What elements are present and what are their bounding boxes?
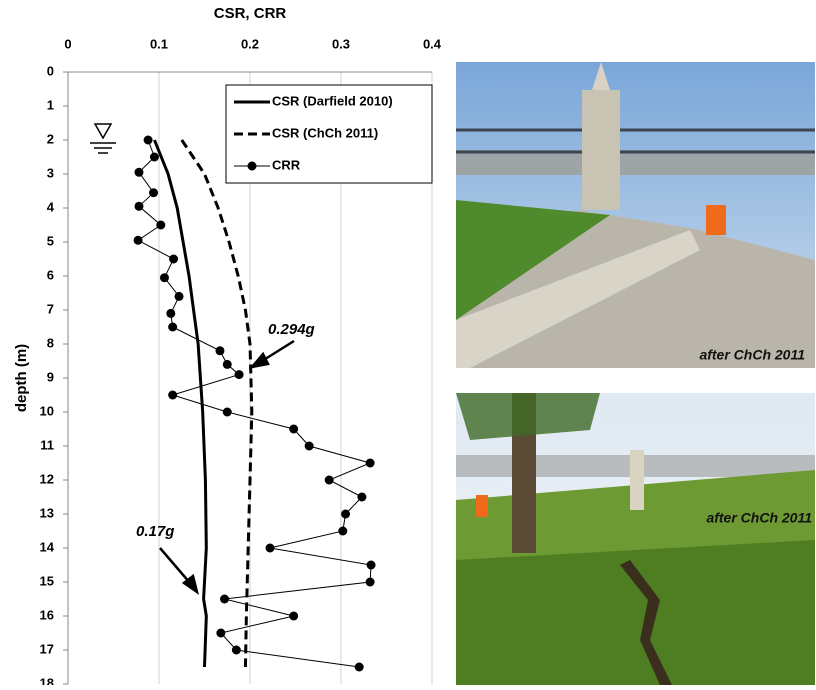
figure: CSR, CRR depth (m) 00.10.20.30.401234567… [0,0,816,685]
data-point [160,273,169,282]
y-tick-label: 11 [40,437,54,452]
data-point [366,578,375,587]
data-point [150,153,159,162]
y-tick-label: 9 [47,369,54,384]
x-axis-label: CSR, CRR [214,5,287,22]
legend-label: CRR [272,157,301,172]
data-point [168,391,177,400]
legend-label: CSR (ChCh 2011) [272,125,378,140]
data-point [216,629,225,638]
y-tick-label: 0 [47,63,54,78]
data-point [341,510,350,519]
y-tick-label: 10 [40,403,54,418]
data-point [144,136,153,145]
data-point [232,646,241,655]
series-line [138,140,371,667]
data-point [220,595,229,604]
data-point [305,442,314,451]
data-point [357,493,366,502]
photo: after ChCh 2011 [456,393,815,685]
legend: CSR (Darfield 2010) CSR (ChCh 2011) CRR [226,85,432,183]
y-tick-label: 15 [40,573,54,588]
data-point [169,255,178,264]
annotation: 0.294g [268,321,315,338]
legend-label: CSR (Darfield 2010) [272,93,393,108]
annotation: 0.17g [136,523,174,540]
x-tick-label: 0 [64,36,71,51]
photo: after ChCh 2011 [456,62,815,368]
data-point [168,323,177,332]
y-tick-label: 6 [47,267,54,282]
y-tick-label: 13 [40,505,54,520]
data-point [134,168,143,177]
y-tick-label: 7 [47,301,54,316]
y-tick-label: 5 [47,233,54,248]
data-point [223,408,232,417]
y-tick-label: 2 [47,131,54,146]
data-point [266,544,275,553]
data-point [366,459,375,468]
data-point [289,425,298,434]
y-tick-label: 16 [40,607,54,622]
y-tick-label: 18 [40,675,54,685]
data-point [289,612,298,621]
y-tick-label: 3 [47,165,54,180]
data-point [215,346,224,355]
y-tick-label: 12 [40,471,54,486]
x-tick-label: 0.3 [332,36,350,51]
y-tick-label: 4 [47,199,55,214]
photo-caption: after ChCh 2011 [706,510,812,526]
data-point [156,221,165,230]
y-tick-label: 1 [47,97,54,112]
x-tick-label: 0.2 [241,36,259,51]
y-axis-label: depth (m) [13,344,30,412]
data-point [149,188,158,197]
y-tick-label: 14 [40,539,55,554]
data-point [355,663,364,672]
data-point [338,527,347,536]
data-point [235,370,244,379]
y-tick-label: 8 [47,335,54,350]
legend-swatch [248,162,257,171]
water-table-symbol [90,124,116,153]
data-point [223,360,232,369]
photo-caption: after ChCh 2011 [699,347,805,363]
x-tick-label: 0.4 [423,36,442,51]
data-point [134,236,143,245]
data-point [367,561,376,570]
data-point [134,202,143,211]
data-point [166,309,175,318]
data-point [175,292,184,301]
y-tick-label: 17 [40,641,54,656]
x-tick-label: 0.1 [150,36,168,51]
data-point [325,476,334,485]
